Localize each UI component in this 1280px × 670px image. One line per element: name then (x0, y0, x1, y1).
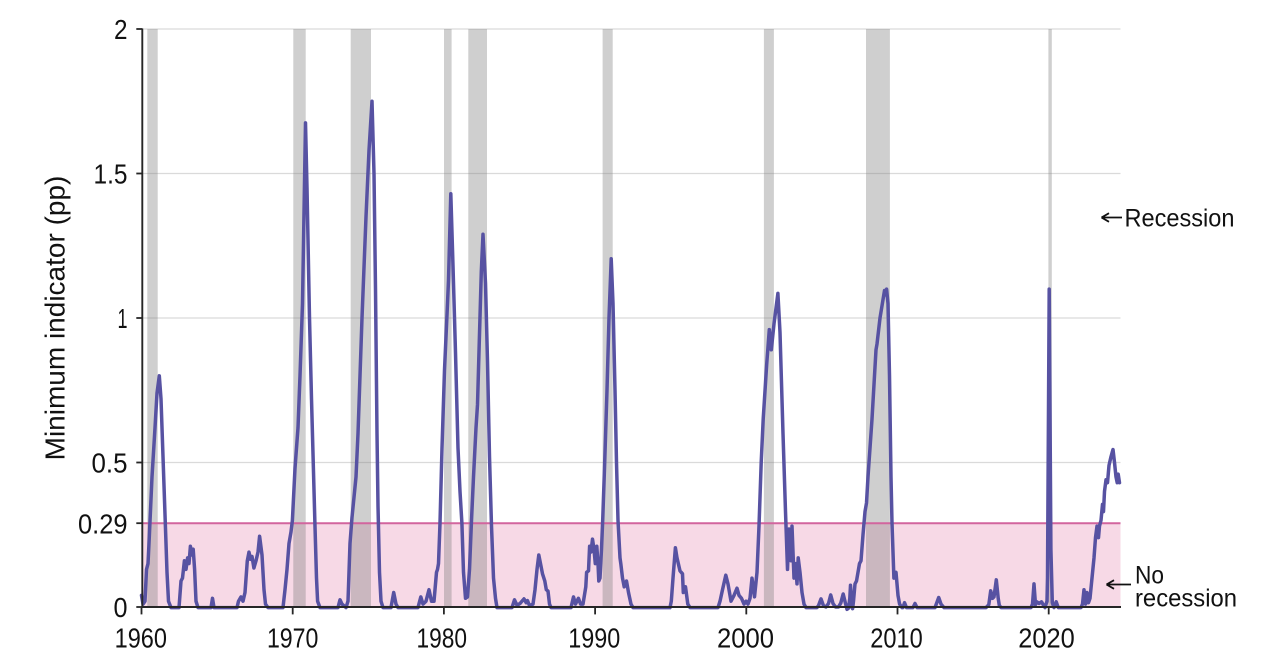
svg-text:2: 2 (114, 14, 128, 45)
svg-text:0.5: 0.5 (92, 448, 128, 479)
svg-text:2010: 2010 (870, 623, 923, 654)
svg-text:No: No (1135, 562, 1164, 590)
svg-text:recession: recession (1135, 585, 1237, 613)
svg-text:0.29: 0.29 (78, 508, 128, 539)
svg-text:1: 1 (118, 303, 128, 334)
svg-text:Recession: Recession (1125, 205, 1235, 233)
svg-text:1980: 1980 (417, 623, 468, 654)
svg-text:1960: 1960 (115, 623, 167, 654)
svg-text:2020: 2020 (1018, 623, 1075, 654)
svg-text:0: 0 (114, 592, 128, 623)
svg-text:1.5: 1.5 (94, 159, 128, 190)
svg-text:Minimum indicator (pp): Minimum indicator (pp) (40, 176, 71, 461)
svg-text:1970: 1970 (267, 623, 319, 654)
svg-text:2000: 2000 (717, 623, 774, 654)
svg-text:1990: 1990 (568, 623, 620, 654)
